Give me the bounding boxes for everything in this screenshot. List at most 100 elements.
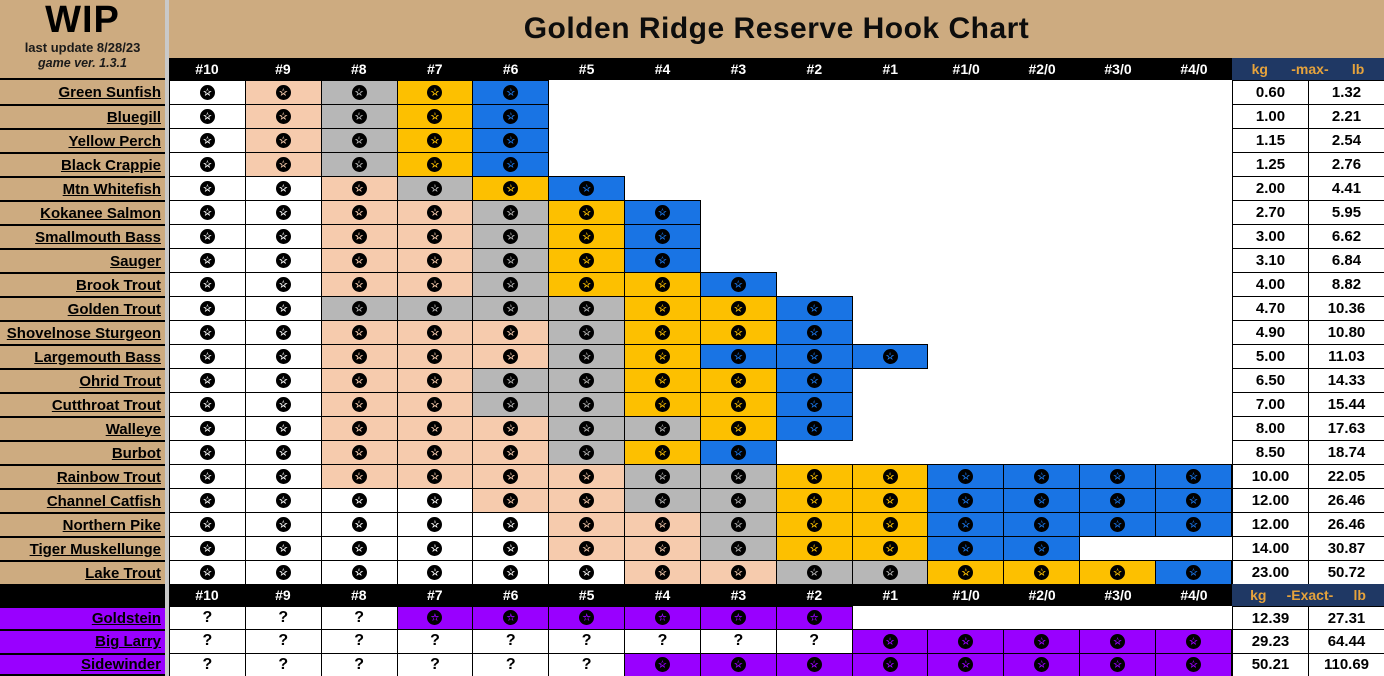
fish-name-link[interactable]: Burbot	[0, 440, 165, 464]
empty-cell	[1003, 296, 1080, 321]
fish-name-link[interactable]: Lake Trout	[0, 560, 165, 584]
circled-star-hook-icon: ★ ★	[654, 300, 670, 316]
hook-cell: ★ ★	[396, 344, 474, 369]
empty-cell	[700, 80, 777, 105]
empty-cell	[927, 80, 1004, 105]
fish-name-link[interactable]: Walleye	[0, 416, 165, 440]
kg-value: 14.00	[1232, 536, 1309, 561]
empty-cell	[624, 152, 701, 177]
hook-cell: ★ ★	[320, 512, 398, 537]
weight-row: 7.00 15.44	[1232, 392, 1384, 417]
hook-cell: ★ ★	[699, 344, 777, 369]
fish-name-link[interactable]: Goldstein	[0, 606, 165, 630]
hook-cell: ★ ★	[169, 128, 246, 153]
fish-name-link[interactable]: Northern Pike	[0, 512, 165, 536]
hook-size-label: #9	[275, 587, 291, 603]
circled-star-hook-icon: ★ ★	[427, 444, 443, 460]
circled-star-hook-icon: ★ ★	[199, 540, 215, 556]
hook-cell: ★ ★	[699, 416, 777, 441]
hook-cell: ★ ★	[244, 464, 322, 489]
empty-cell	[1079, 416, 1156, 441]
hook-cell: ★ ★	[320, 320, 398, 345]
hook-cell: ★ ★	[244, 104, 322, 129]
fish-name-link[interactable]: Black Crappie	[0, 152, 165, 176]
hook-cell: ★ ★	[396, 368, 474, 393]
hook-size-label: #1	[882, 61, 899, 77]
hook-cell: ★ ★	[472, 464, 550, 489]
hook-size-label: #3	[730, 587, 747, 603]
circled-star-hook-icon: ★ ★	[806, 610, 822, 626]
fish-name-link[interactable]: Cutthroat Trout	[0, 392, 165, 416]
empty-cell	[927, 200, 1004, 225]
fish-name-link[interactable]: Kokanee Salmon	[0, 200, 165, 224]
empty-cell	[927, 606, 1004, 630]
fish-name-link[interactable]: Smallmouth Bass	[0, 224, 165, 248]
hook-cell: ★ ★	[169, 200, 246, 225]
circled-star-hook-icon: ★ ★	[1034, 516, 1050, 532]
circled-star-hook-icon: ★ ★	[199, 300, 215, 316]
fish-hook-row: ★ ★ ★ ★ ★ ★ ★ ★ ★ ★ ★ ★ ★ ★ ★ ★ ★ ★	[169, 296, 1232, 321]
fish-name-link[interactable]: Brook Trout	[0, 272, 165, 296]
hook-size-label: #4/0	[1180, 587, 1208, 603]
empty-cell	[1003, 320, 1080, 345]
hook-size-label: #5	[578, 61, 595, 77]
fish-name-link[interactable]: Tiger Muskellunge	[0, 536, 165, 560]
circled-star-hook-icon: ★ ★	[199, 396, 215, 412]
fish-name-link[interactable]: Big Larry	[0, 629, 165, 653]
fish-name-link[interactable]: Sauger	[0, 248, 165, 272]
hook-size-label: #7	[426, 61, 443, 77]
fish-name-link[interactable]: Rainbow Trout	[0, 464, 165, 488]
fish-name-link[interactable]: Mtn Whitefish	[0, 176, 165, 200]
fish-name-link[interactable]: Largemouth Bass	[0, 344, 165, 368]
circled-star-hook-icon: ★ ★	[654, 516, 670, 532]
circled-star-hook-icon: ★ ★	[806, 564, 822, 580]
hook-cell: ★ ★	[396, 104, 474, 129]
empty-cell	[1003, 272, 1080, 297]
hook-grid: ★ ★ ★ ★ ★ ★ ★ ★ ★ ★ ★ ★ ★ ★ ★ ★ ★ ★ ★ ★ ★ ★ ★ ★ ★ ★ ★ ★ ★ ★ ★ ★ ★ ★ ★ ★ ★ ★ ★ ★…	[169, 80, 1233, 585]
empty-cell	[1003, 392, 1080, 417]
fish-name-link[interactable]: Bluegill	[0, 104, 165, 128]
empty-cell	[1079, 536, 1156, 561]
hook-size-header-bottom: #10 #9 #8 #7 #6 #5 #4 #3 #2 #1 #1/0 #2/0 #3/0 #4/0	[169, 584, 1232, 606]
circled-star-hook-icon: ★ ★	[503, 276, 519, 292]
hook-size-label: #1/0	[952, 587, 980, 603]
circled-star-hook-icon: ★ ★	[806, 468, 822, 484]
circled-star-hook-icon: ★ ★	[351, 252, 367, 268]
hook-cell: ★ ★	[775, 652, 853, 676]
hook-size-label: #1	[882, 587, 899, 603]
empty-cell	[700, 200, 777, 225]
circled-star-hook-icon: ★ ★	[654, 468, 670, 484]
fish-name-link[interactable]: Green Sunfish	[0, 78, 165, 104]
hook-cell: ★ ★	[548, 200, 626, 225]
empty-cell	[852, 272, 928, 297]
kg-value: 0.60	[1232, 80, 1309, 105]
fish-name-link[interactable]: Yellow Perch	[0, 128, 165, 152]
circled-star-hook-icon: ★ ★	[503, 492, 519, 508]
fish-name-link[interactable]: Golden Trout	[0, 296, 165, 320]
circled-star-hook-icon: ★ ★	[275, 444, 291, 460]
weight-row: 8.00 17.63	[1232, 416, 1384, 441]
hook-cell: ★ ★	[320, 176, 398, 201]
hook-size-label: #6	[502, 587, 519, 603]
circled-star-hook-icon: ★ ★	[579, 180, 595, 196]
fish-name-link[interactable]: Channel Catfish	[0, 488, 165, 512]
hook-cell: ★ ★	[1003, 488, 1081, 513]
hook-cell: ★ ★	[1079, 652, 1156, 676]
weight-row: 5.00 11.03	[1232, 344, 1384, 369]
hook-cell: ★ ★	[169, 488, 246, 513]
circled-star-hook-icon: ★ ★	[730, 444, 746, 460]
unknown-hook-cell: ?	[320, 652, 398, 676]
unknown-hook-cell: ?	[244, 629, 322, 654]
fish-name-link[interactable]: Sidewinder	[0, 652, 165, 676]
circled-star-hook-icon: ★ ★	[199, 444, 215, 460]
hook-cell: ★ ★	[320, 80, 398, 105]
hook-cell: ★ ★	[396, 536, 474, 561]
fish-name-link[interactable]: Shovelnose Sturgeon	[0, 320, 165, 344]
fish-name-link[interactable]: Ohrid Trout	[0, 368, 165, 392]
title-band: Golden Ridge Reserve Hook Chart	[169, 0, 1384, 58]
circled-star-hook-icon: ★ ★	[275, 324, 291, 340]
circled-star-hook-icon: ★ ★	[275, 540, 291, 556]
circled-star-hook-icon: ★ ★	[730, 372, 746, 388]
hook-cell: ★ ★	[775, 560, 853, 585]
last-update-label: last update 8/28/23	[24, 40, 141, 55]
